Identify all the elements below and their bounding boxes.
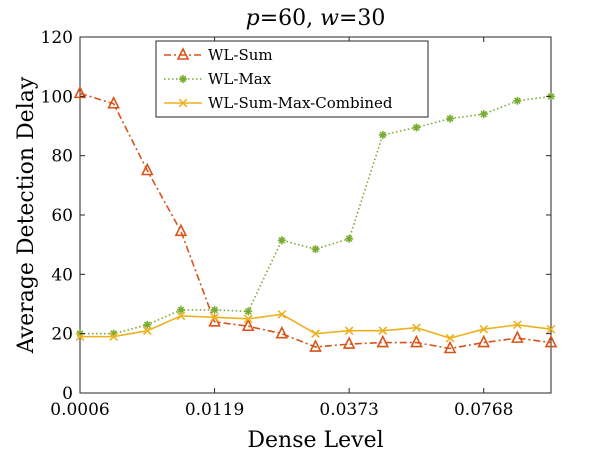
data-point <box>107 95 120 109</box>
x-axis-label: Dense Level <box>247 428 383 453</box>
data-point <box>176 311 186 321</box>
data-point <box>311 245 320 254</box>
title-part: p <box>246 6 260 31</box>
chart-title: p=60, w=30 <box>246 6 386 31</box>
data-point <box>477 334 491 348</box>
data-point <box>412 123 421 132</box>
data-point <box>544 334 558 348</box>
data-point <box>210 305 219 314</box>
y-tick-label: 120 <box>41 28 73 48</box>
data-point <box>277 310 287 319</box>
x-tick-label: 0.0119 <box>185 400 244 420</box>
series-line <box>79 92 552 350</box>
data-point <box>174 223 188 237</box>
y-tick-label: 20 <box>51 325 73 345</box>
data-point <box>142 326 152 336</box>
data-point <box>176 47 190 60</box>
data-point <box>277 236 286 245</box>
data-point <box>311 329 320 339</box>
data-point <box>244 307 253 316</box>
y-axis: 0 20 40 60 80 100 120 <box>41 28 551 404</box>
title-part: w <box>320 6 339 31</box>
data-point <box>342 336 356 349</box>
legend: WL-Sum WL-Max WL-Sum-Max-Combined <box>155 40 429 118</box>
data-point <box>178 98 188 108</box>
x-tick-label: 0.0768 <box>454 400 513 420</box>
series-wl-max <box>76 92 555 338</box>
title-part: =30 <box>339 6 385 31</box>
data-point <box>412 323 421 333</box>
legend-label: WL-Sum-Max-Combined <box>208 94 393 112</box>
data-point <box>241 318 255 332</box>
data-point <box>176 305 185 314</box>
y-tick-label: 80 <box>51 147 73 167</box>
y-axis-label: Average Detection Delay <box>14 76 39 354</box>
data-point <box>446 114 455 123</box>
y-tick-label: 40 <box>51 265 73 285</box>
data-point <box>210 312 219 322</box>
data-point <box>479 110 488 119</box>
data-point <box>546 324 556 334</box>
series-line <box>80 95 552 335</box>
y-tick-label: 0 <box>62 384 73 404</box>
y-tick-label: 100 <box>41 87 73 107</box>
legend-item: WL-Sum <box>164 46 273 64</box>
data-point <box>479 324 489 334</box>
data-point <box>179 75 187 83</box>
x-tick-label: 0.0373 <box>319 400 378 420</box>
data-point <box>378 130 387 139</box>
title-part: =60, <box>260 6 320 31</box>
data-point <box>513 96 522 105</box>
data-point <box>140 162 154 176</box>
legend-item: WL-Sum-Max-Combined <box>164 94 393 112</box>
legend-label: WL-Max <box>208 70 272 88</box>
x-tick-label: 0.0006 <box>50 400 109 420</box>
data-point <box>443 340 457 354</box>
data-point <box>345 234 354 243</box>
data-point <box>512 320 522 330</box>
legend-label: WL-Sum <box>208 46 273 64</box>
data-point <box>275 325 289 339</box>
data-point <box>344 326 354 336</box>
data-point <box>143 320 152 329</box>
data-point <box>376 334 390 348</box>
data-point <box>73 85 87 99</box>
data-point <box>309 339 322 352</box>
data-point <box>511 330 524 343</box>
data-point <box>410 334 423 348</box>
data-point <box>109 332 119 341</box>
data-point <box>378 326 388 336</box>
y-tick-label: 60 <box>51 206 73 226</box>
data-point <box>243 314 253 324</box>
data-point <box>445 333 455 343</box>
legend-item: WL-Max <box>164 70 272 88</box>
series-wl-sum <box>73 85 558 354</box>
series-wl-sum-max-combined <box>75 310 556 343</box>
